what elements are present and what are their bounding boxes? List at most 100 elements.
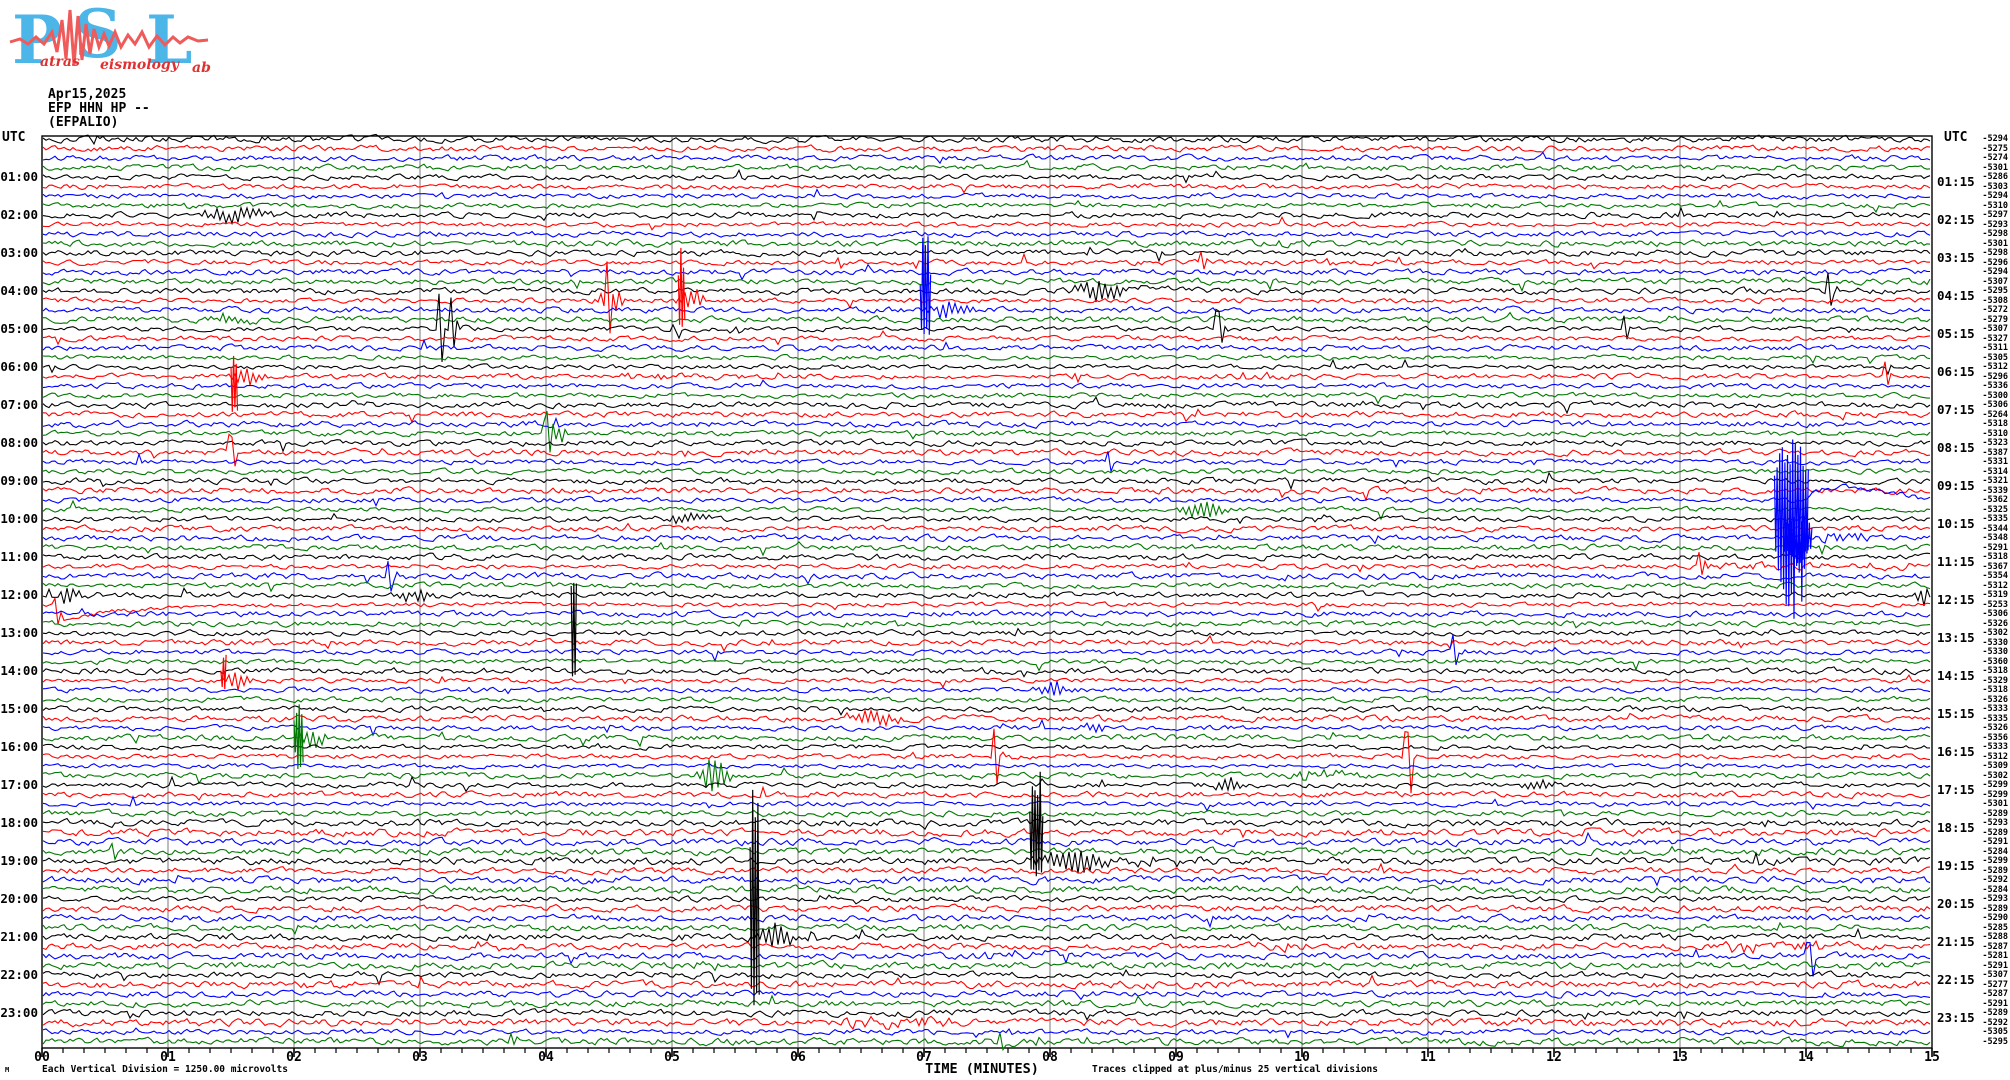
- trace-offset-value: -5274: [1982, 153, 2008, 163]
- trace-offset-value: -5292: [1982, 1017, 2008, 1028]
- trace-offset-value: -5326: [1982, 694, 2008, 705]
- trace-offset-value: -5305: [1982, 352, 2008, 363]
- trace-offset-value: -5323: [1982, 438, 2008, 448]
- trace-offset-value: -5294: [1982, 267, 2008, 277]
- trace-offset-value: -5335: [1982, 514, 2008, 524]
- trace-offset-value: -5272: [1982, 305, 2008, 315]
- trace-offset-value: -5301: [1982, 799, 2008, 809]
- trace-offset-value: -5344: [1982, 523, 2008, 534]
- hour-label-left: 07:00: [0, 397, 38, 412]
- trace-offset-value: -5321: [1982, 476, 2008, 486]
- trace-offset-value: -5285: [1982, 922, 2008, 933]
- trace-offset-value: -5289: [1982, 827, 2008, 838]
- header-station: (EFPALIO): [48, 115, 119, 130]
- trace-offset-value: -5264: [1982, 409, 2008, 420]
- trace-offset-value: -5318: [1982, 419, 2008, 429]
- hour-label-right: 08:15: [1937, 439, 1975, 455]
- trace-offset-value: -5299: [1982, 856, 2008, 866]
- hour-label-right: 20:15: [1937, 895, 1975, 911]
- hour-label-left: 16:00: [0, 739, 38, 754]
- trace-offset-value: -5287: [1982, 989, 2008, 999]
- trace-offset-value: -5299: [1982, 789, 2008, 800]
- header-date: Apr15,2025: [48, 87, 127, 102]
- trace-offset-value: -5307: [1982, 324, 2008, 334]
- trace-offset-value: -5298: [1982, 248, 2008, 258]
- x-tick-label: 12: [1546, 1050, 1562, 1065]
- trace-offset-value: -5301: [1982, 238, 2008, 249]
- hour-label-left: 08:00: [0, 435, 38, 450]
- trace-offset-value: -5362: [1982, 495, 2008, 505]
- trace-offset-value: -5335: [1982, 713, 2008, 724]
- trace-offset-value: -5306: [1982, 400, 2008, 410]
- trace-offset-value: -5331: [1982, 457, 2008, 467]
- trace-offset-value: -5312: [1982, 362, 2008, 372]
- trace-offset-value: -5310: [1982, 428, 2008, 439]
- trace-offset-value: -5284: [1982, 884, 2008, 895]
- hour-label-right: 03:15: [1937, 249, 1975, 265]
- hour-label-left: 23:00: [0, 1005, 38, 1020]
- hour-label-left: 12:00: [0, 587, 38, 602]
- trace-offset-value: -5303: [1982, 181, 2008, 192]
- hour-label-right: 04:15: [1937, 287, 1975, 303]
- trace-offset-value: -5333: [1982, 742, 2008, 752]
- psl-logo: P S L atras eismology ab: [8, 1, 218, 82]
- hour-label-left: 20:00: [0, 891, 38, 906]
- trace-offset-value: -5318: [1982, 552, 2008, 562]
- x-tick-label: 03: [412, 1050, 428, 1065]
- trace-offset-value: -5290: [1982, 913, 2008, 923]
- trace-offset-value: -5326: [1982, 723, 2008, 733]
- hour-label-right: 19:15: [1937, 857, 1975, 873]
- logo-seismic-squiggle: [9, 9, 209, 66]
- trace-offset-value: -5294: [1982, 191, 2008, 201]
- trace-offset-value: -5307: [1982, 970, 2008, 980]
- trace-offset-value: -5291: [1982, 542, 2008, 553]
- trace-offset-value: -5329: [1982, 675, 2008, 686]
- trace-offset-value: -5326: [1982, 618, 2008, 629]
- trace-offset-value: -5300: [1982, 390, 2008, 401]
- hour-label-right: 07:15: [1937, 401, 1975, 417]
- trace-offset-value: -5354: [1982, 571, 2008, 581]
- trace-offset-value: -5289: [1982, 1008, 2008, 1018]
- trace-offset-value: -5296: [1982, 371, 2008, 382]
- trace-offset-value: -5301: [1982, 162, 2008, 173]
- trace-offset-value: -5291: [1982, 960, 2008, 971]
- trace-offset-value: -5312: [1982, 580, 2008, 591]
- x-tick-label: 01: [160, 1050, 176, 1065]
- hour-label-right: 17:15: [1937, 781, 1975, 797]
- hour-label-right: 10:15: [1937, 515, 1975, 531]
- hour-label-left: 17:00: [0, 777, 38, 792]
- scale-note: Each Vertical Division = 1250.00 microvo…: [42, 1064, 288, 1075]
- trace-offset-value: -5339: [1982, 485, 2008, 496]
- hour-label-left: 11:00: [0, 549, 38, 564]
- plot-header: Apr15,2025 EFP HHN HP -- (EFPALIO): [48, 88, 150, 130]
- trace-offset-value: -5302: [1982, 628, 2008, 638]
- trace-offset-value: -5387: [1982, 447, 2008, 458]
- trace-offset-value: -5318: [1982, 666, 2008, 676]
- trace-offset-value: -5293: [1982, 219, 2008, 230]
- trace-offset-value: -5314: [1982, 466, 2008, 477]
- hour-label-left: 14:00: [0, 663, 38, 678]
- hour-label-left: 03:00: [0, 245, 38, 260]
- trace-offset-value: -5356: [1982, 732, 2008, 743]
- trace-offset-value: -5367: [1982, 561, 2008, 572]
- x-tick-label: 02: [286, 1050, 302, 1065]
- hour-label-right: 16:15: [1937, 743, 1975, 759]
- x-tick-label: 06: [790, 1050, 806, 1065]
- x-tick-label: 13: [1672, 1050, 1688, 1065]
- header-channel: EFP HHN HP --: [48, 101, 150, 116]
- hour-label-left: 19:00: [0, 853, 38, 868]
- trace-offset-value: -5333: [1982, 704, 2008, 714]
- trace-offset-value: -5311: [1982, 343, 2008, 353]
- hour-label-left: 22:00: [0, 967, 38, 982]
- trace-offset-value: -5253: [1982, 599, 2008, 610]
- trace-offset-value: -5306: [1982, 609, 2008, 619]
- trace-offset-value: -5318: [1982, 685, 2008, 695]
- trace-offset-value: -5319: [1982, 590, 2008, 600]
- trace-offset-value: -5295: [1982, 286, 2008, 296]
- hour-label-right: 05:15: [1937, 325, 1975, 341]
- x-tick-label: 11: [1420, 1050, 1436, 1065]
- x-tick-label: 14: [1798, 1050, 1814, 1065]
- x-tick-label: 07: [916, 1050, 932, 1065]
